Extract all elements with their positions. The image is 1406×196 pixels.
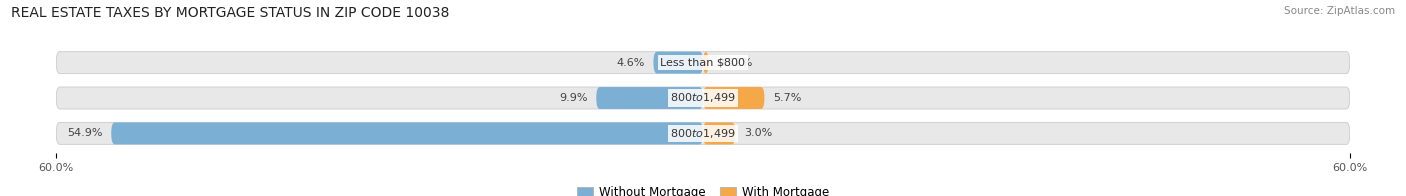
FancyBboxPatch shape — [56, 122, 1350, 144]
Text: 4.6%: 4.6% — [616, 58, 645, 68]
FancyBboxPatch shape — [596, 87, 703, 109]
FancyBboxPatch shape — [703, 122, 735, 144]
FancyBboxPatch shape — [703, 87, 765, 109]
FancyBboxPatch shape — [56, 52, 1350, 74]
Text: REAL ESTATE TAXES BY MORTGAGE STATUS IN ZIP CODE 10038: REAL ESTATE TAXES BY MORTGAGE STATUS IN … — [11, 6, 450, 20]
Text: Source: ZipAtlas.com: Source: ZipAtlas.com — [1284, 6, 1395, 16]
Text: 3.0%: 3.0% — [744, 128, 772, 138]
Text: 5.7%: 5.7% — [773, 93, 801, 103]
Text: 9.9%: 9.9% — [560, 93, 588, 103]
FancyBboxPatch shape — [111, 122, 703, 144]
FancyBboxPatch shape — [703, 52, 709, 74]
FancyBboxPatch shape — [56, 87, 1350, 109]
Text: Less than $800: Less than $800 — [661, 58, 745, 68]
Legend: Without Mortgage, With Mortgage: Without Mortgage, With Mortgage — [572, 182, 834, 196]
Text: 54.9%: 54.9% — [67, 128, 103, 138]
FancyBboxPatch shape — [654, 52, 703, 74]
Text: $800 to $1,499: $800 to $1,499 — [671, 127, 735, 140]
Text: $800 to $1,499: $800 to $1,499 — [671, 92, 735, 104]
Text: 0.52%: 0.52% — [717, 58, 752, 68]
